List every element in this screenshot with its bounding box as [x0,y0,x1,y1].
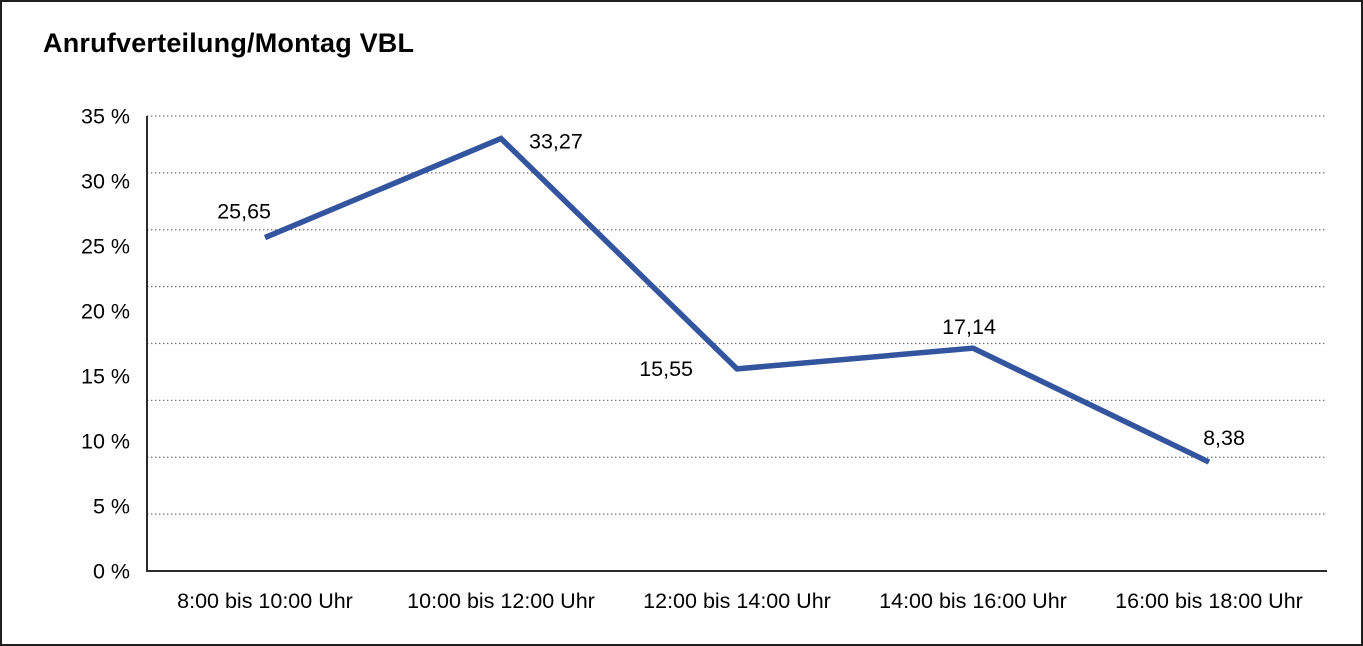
chart-title: Anrufverteilung/Montag VBL [43,28,415,58]
data-point-label: 15,55 [639,357,693,381]
x-tick-label: 16:00 bis 18:00 Uhr [1115,589,1303,613]
data-line-series [263,135,1211,465]
x-tick-label: 14:00 bis 16:00 Uhr [879,589,1067,613]
y-tick-label: 0 % [93,560,130,584]
data-point-label: 17,14 [942,315,996,339]
data-point-label: 33,27 [529,129,583,153]
y-tick-label: 25 % [81,235,130,259]
x-tick-label: 8:00 bis 10:00 Uhr [177,589,353,613]
y-tick-label: 30 % [81,170,130,194]
y-tick-label: 10 % [81,430,130,454]
y-tick-label: 20 % [81,300,130,324]
data-point-label: 8,38 [1203,426,1245,450]
x-tick-label: 12:00 bis 14:00 Uhr [643,589,831,613]
data-point-label: 25,65 [217,200,271,224]
y-tick-label: 35 % [81,105,130,129]
y-tick-label: 15 % [81,365,130,389]
x-tick-label: 10:00 bis 12:00 Uhr [407,589,595,613]
y-tick-label: 5 % [93,495,130,519]
